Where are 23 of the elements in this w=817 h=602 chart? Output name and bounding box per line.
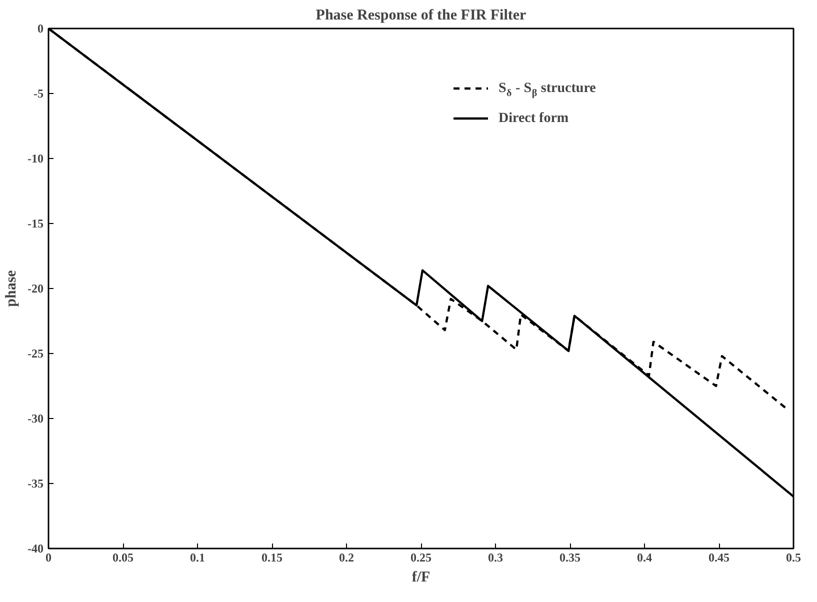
y-tick-label: -15 (28, 216, 44, 230)
chart-title: Phase Response of the FIR Filter (316, 8, 527, 24)
y-axis-title: phase (4, 270, 20, 307)
x-tick-label: 0.4 (637, 550, 652, 564)
y-tick-label: -20 (28, 282, 44, 296)
x-tick-label: 0.5 (786, 550, 801, 564)
x-tick-label: 0.15 (262, 550, 282, 564)
y-tick-label: 0 (38, 22, 44, 36)
y-tick-label: -30 (28, 412, 44, 426)
x-tick-label: 0.3 (488, 550, 503, 564)
y-tick-label: -5 (34, 86, 44, 100)
x-axis-title: f/F (412, 570, 430, 586)
y-tick-label: -35 (28, 476, 44, 490)
x-tick-label: 0.35 (560, 550, 580, 564)
x-tick-label: 0.2 (339, 550, 354, 564)
y-tick-label: -25 (28, 346, 44, 360)
x-tick-label: 0.45 (708, 550, 730, 564)
x-tick-label: 0.05 (112, 550, 134, 564)
x-tick-label: 0.1 (190, 550, 205, 564)
legend-label: Direct form (498, 111, 569, 126)
y-tick-label: -40 (28, 542, 44, 556)
y-tick-label: -10 (28, 152, 44, 166)
x-tick-label: 0.25 (410, 550, 432, 564)
